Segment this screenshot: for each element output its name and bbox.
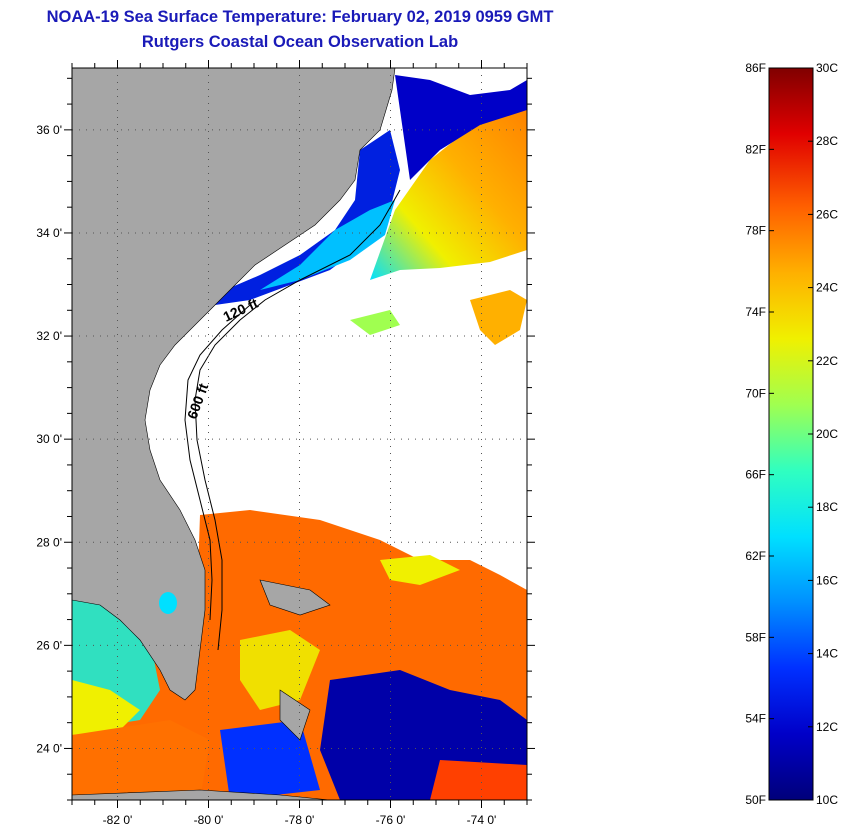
colorbar-c-label: 26C (816, 207, 838, 221)
colorbar-celsius-labels: 30C 28C 26C 24C 22C 20C 18C 16C 14C 12C 10C (808, 61, 838, 807)
colorbar-c-label: 20C (816, 427, 838, 441)
colorbar-c-label: 18C (816, 500, 838, 514)
southwest-warm-patch (72, 720, 210, 800)
colorbar-f-label: 74F (745, 305, 766, 319)
lon-label: -80 0' (194, 813, 224, 827)
lat-label: 28 0' (36, 535, 62, 549)
latitude-labels: 36 0' 34 0' 32 0' 30 0' 28 0' 26 0' 24 0' (36, 123, 62, 756)
map-subtitle: Rutgers Coastal Ocean Observation Lab (141, 33, 459, 51)
ocean-patch-1 (470, 290, 527, 345)
lake-okeechobee (159, 592, 177, 614)
colorbar-f-label: 82F (745, 142, 766, 156)
coastal-cyan-band (260, 200, 395, 290)
colorbar-c-label: 22C (816, 354, 838, 368)
axis-ticks (64, 60, 535, 808)
colorbar: 86F 82F 78F 74F 70F 66F 62F 58F 54F 50F 30C 28C 26C… (745, 61, 838, 807)
colorbar-f-label: 58F (745, 630, 766, 644)
colorbar-f-label: 50F (745, 793, 766, 807)
colorbar-f-label: 78F (745, 224, 766, 238)
colorbar-c-label: 28C (816, 134, 838, 148)
lon-label: -74 0' (467, 813, 497, 827)
colorbar-c-label: 14C (816, 647, 838, 661)
ocean-patch-2 (350, 310, 400, 335)
lon-label: -76 0' (376, 813, 406, 827)
lat-label: 26 0' (36, 638, 62, 652)
longitude-labels: -82 0' -80 0' -78 0' -76 0' -74 0' (103, 813, 497, 827)
map-title: NOAA-19 Sea Surface Temperature: Februar… (46, 8, 554, 26)
colorbar-c-label: 30C (816, 61, 838, 75)
lat-label: 30 0' (36, 432, 62, 446)
colorbar-c-label: 12C (816, 720, 838, 734)
cuba-land (72, 789, 331, 800)
lat-label: 24 0' (36, 741, 62, 755)
colorbar-fahrenheit-labels: 86F 82F 78F 74F 70F 66F 62F 58F 54F 50F (745, 61, 774, 807)
southeast-warm-patch (430, 760, 527, 800)
lat-label: 36 0' (36, 123, 62, 137)
colorbar-f-label: 66F (745, 468, 766, 482)
colorbar-f-label: 62F (745, 549, 766, 563)
lat-label: 34 0' (36, 226, 62, 240)
colorbar-f-label: 86F (745, 61, 766, 75)
lon-label: -82 0' (103, 813, 133, 827)
graticule (72, 68, 527, 800)
cold-shelf-water-north (395, 75, 527, 180)
colorbar-gradient (768, 67, 814, 801)
gulf-stream-region (370, 100, 527, 280)
map-area: 120 ft 600 ft (72, 68, 527, 800)
cuba-north-blue (220, 720, 320, 800)
colorbar-f-label: 54F (745, 712, 766, 726)
florida-bay-yellow (72, 680, 140, 735)
colorbar-c-label: 16C (816, 573, 838, 587)
land-mass (72, 68, 396, 701)
isobath-120ft (184, 304, 251, 621)
isobath-600ft (194, 189, 401, 651)
grand-bahama-island (259, 579, 331, 616)
bahamas-bank-yellow (380, 555, 460, 585)
colorbar-c-label: 24C (816, 281, 838, 295)
colorbar-c-label: 10C (816, 793, 838, 807)
colorbar-f-label: 70F (745, 386, 766, 400)
lat-label: 32 0' (36, 329, 62, 343)
lon-label: -78 0' (285, 813, 315, 827)
